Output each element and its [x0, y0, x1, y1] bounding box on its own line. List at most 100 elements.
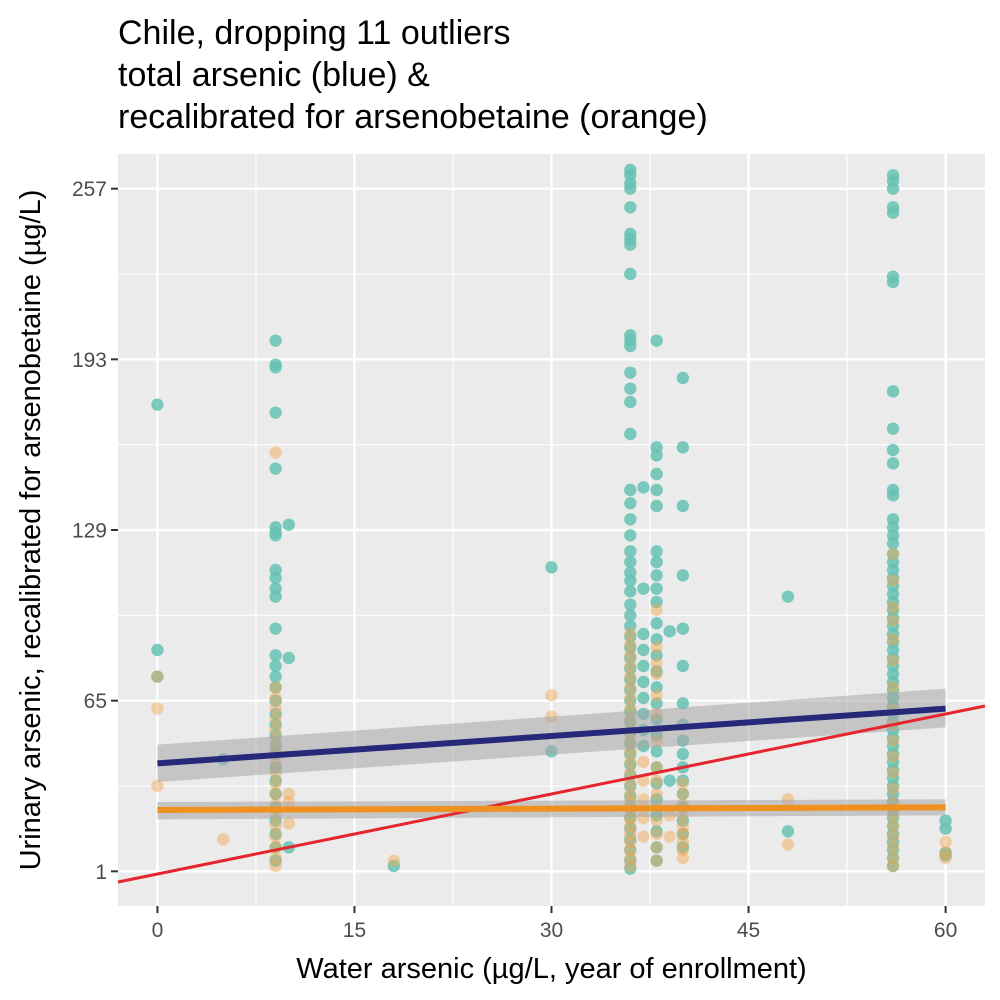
total-arsenic-point	[650, 595, 663, 609]
total-arsenic-point	[650, 649, 663, 662]
recalibrated-point	[939, 851, 952, 865]
total-arsenic-point	[650, 545, 663, 558]
total-arsenic-point	[269, 718, 282, 731]
total-arsenic-point	[650, 745, 663, 758]
recalibrated-point	[216, 833, 230, 846]
recalibrated-point	[676, 851, 690, 865]
recalibrated-point	[624, 755, 637, 769]
recalibrated-point	[624, 638, 637, 651]
total-arsenic-point	[676, 499, 690, 513]
total-arsenic-point	[886, 275, 900, 289]
recalibrated-point	[886, 750, 900, 763]
total-arsenic-point	[624, 630, 637, 643]
y-tick-label: 1	[95, 861, 107, 884]
recalibrated-point	[637, 774, 650, 787]
total-arsenic-point	[269, 571, 282, 585]
recalibrated-point	[269, 702, 282, 715]
total-arsenic-point	[545, 561, 558, 574]
grid-lines	[118, 154, 985, 906]
total-arsenic-point	[624, 619, 637, 633]
recalibrated-point	[624, 670, 637, 683]
recalibrated-point	[624, 819, 637, 833]
recalibrated-point	[269, 777, 282, 790]
y-tick-label: 193	[72, 349, 107, 372]
recalibrated-point	[151, 779, 164, 793]
recalibrated-point	[650, 854, 663, 867]
total-arsenic-point	[624, 598, 637, 611]
total-arsenic-point	[886, 422, 900, 435]
total-arsenic-point	[650, 697, 663, 710]
y-axis-title: Urinary arsenic, recalibrated for arseno…	[15, 190, 47, 871]
recalibrated-point	[886, 633, 900, 646]
recalibrated-point	[624, 859, 637, 873]
total-arsenic-point	[650, 761, 663, 774]
x-tick-label: 45	[737, 919, 760, 942]
recalibrated-point	[269, 830, 282, 843]
total-arsenic-point	[676, 569, 690, 582]
fit-lines	[117, 688, 986, 884]
recalibrated-point	[624, 827, 637, 841]
recalibrated-point	[624, 766, 637, 779]
total-arsenic-point	[637, 659, 650, 673]
y-tick-label: 65	[84, 690, 107, 713]
recalibrated-point	[624, 659, 637, 673]
x-tick-label: 60	[934, 919, 957, 942]
chart-title-line-1: Chile, dropping 11 outliers	[118, 14, 511, 52]
total-arsenic-point	[624, 366, 637, 379]
total-arsenic-point	[269, 681, 282, 694]
total-arsenic-point	[650, 617, 663, 630]
recalibrated-point	[269, 713, 282, 726]
total-arsenic-point	[886, 385, 900, 398]
total-arsenic-point	[676, 787, 690, 801]
total-arsenic-point	[781, 590, 795, 603]
total-arsenic-point	[624, 747, 637, 761]
total-arsenic-point	[663, 625, 676, 638]
recalibrated-point	[886, 819, 900, 833]
recalibrated-point	[650, 787, 663, 801]
total-arsenic-point	[151, 670, 164, 683]
total-arsenic-point	[676, 622, 690, 635]
recalibrated-point	[650, 814, 663, 827]
recalibrated-point	[886, 830, 900, 843]
recalibrated-point	[886, 547, 900, 561]
total-arsenic-point	[624, 673, 637, 686]
recalibrated-point	[269, 851, 282, 865]
chart-title-line-3: recalibrated for arsenobetaine (orange)	[118, 98, 708, 136]
total-arsenic-point	[650, 483, 663, 497]
total-arsenic-point	[650, 681, 663, 694]
total-arsenic-point	[624, 497, 637, 510]
total-arsenic-point	[624, 641, 637, 654]
total-arsenic-point	[269, 827, 282, 841]
total-arsenic-point	[637, 481, 650, 494]
total-arsenic-point	[676, 827, 690, 841]
recalibrated-point	[650, 689, 663, 702]
total-arsenic-point	[650, 841, 663, 854]
recalibrated-point	[151, 670, 164, 683]
total-arsenic-point	[269, 529, 282, 542]
total-arsenic-point	[624, 529, 637, 542]
total-arsenic-point	[282, 518, 295, 531]
total-arsenic-point	[650, 825, 663, 838]
total-arsenic-point	[624, 651, 637, 665]
total-arsenic-point	[676, 747, 690, 761]
total-arsenic-point	[886, 859, 900, 873]
recalibrated-point	[886, 601, 900, 614]
recalibrated-point	[676, 787, 690, 801]
total-arsenic-point	[624, 574, 637, 587]
total-arsenic-point	[269, 649, 282, 662]
total-arsenic-point	[650, 449, 663, 462]
total-fit-line	[157, 705, 946, 767]
recalibrated-point	[624, 851, 637, 865]
identity-line	[117, 704, 986, 884]
recalibrated-point	[886, 734, 900, 747]
total-arsenic-point	[676, 371, 690, 385]
total-arsenic-point	[269, 787, 282, 801]
recalibrated-point	[650, 841, 663, 854]
total-arsenic-point	[650, 569, 663, 582]
recalibrated-point	[545, 689, 558, 702]
total-arsenic-point	[886, 443, 900, 457]
total-arsenic-point	[624, 833, 637, 846]
total-arsenic-point	[676, 841, 690, 854]
total-arsenic-point	[269, 622, 282, 635]
x-axis-title: Water arsenic (µg/L, year of enrollment)	[296, 953, 806, 985]
